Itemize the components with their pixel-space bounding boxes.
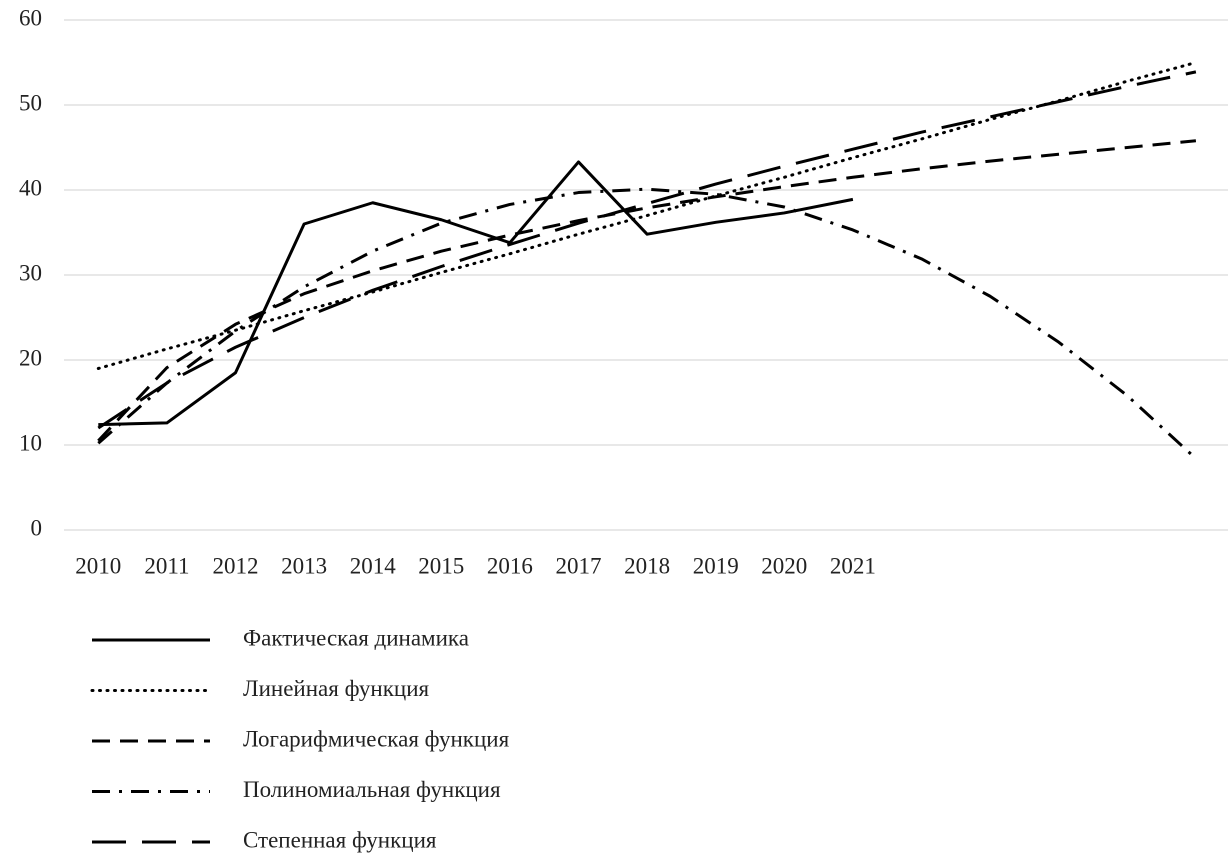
x-tick-label: 2021 — [830, 553, 876, 578]
x-tick-label: 2018 — [624, 553, 670, 578]
x-tick-label: 2010 — [75, 553, 121, 578]
legend-label: Линейная функция — [243, 676, 430, 701]
y-tick-label: 40 — [19, 175, 42, 200]
x-tick-label: 2011 — [144, 553, 189, 578]
series-line — [96, 61, 1198, 370]
y-tick-label: 60 — [19, 5, 42, 30]
series-line — [97, 187, 1197, 460]
y-tick-label: 10 — [19, 430, 42, 455]
legend-label: Степенная функция — [243, 827, 437, 852]
x-tick-label: 2019 — [693, 553, 739, 578]
series-line — [98, 160, 854, 427]
legend-label: Фактическая динамика — [243, 625, 469, 650]
y-tick-label: 30 — [19, 260, 42, 285]
legend-label: Логарифмическая функция — [243, 726, 510, 751]
y-tick-label: 20 — [19, 345, 42, 370]
x-tick-label: 2014 — [350, 553, 397, 578]
y-tick-label: 0 — [31, 515, 43, 540]
y-tick-label: 50 — [19, 90, 42, 115]
x-tick-label: 2017 — [556, 553, 602, 578]
x-tick-label: 2016 — [487, 553, 533, 578]
x-tick-label: 2020 — [761, 553, 807, 578]
legend-label: Полиномиальная функция — [243, 777, 501, 802]
series-line — [97, 70, 1197, 430]
x-tick-label: 2013 — [281, 553, 327, 578]
series-line — [97, 139, 1197, 442]
x-tick-label: 2012 — [213, 553, 259, 578]
x-tick-label: 2015 — [418, 553, 464, 578]
